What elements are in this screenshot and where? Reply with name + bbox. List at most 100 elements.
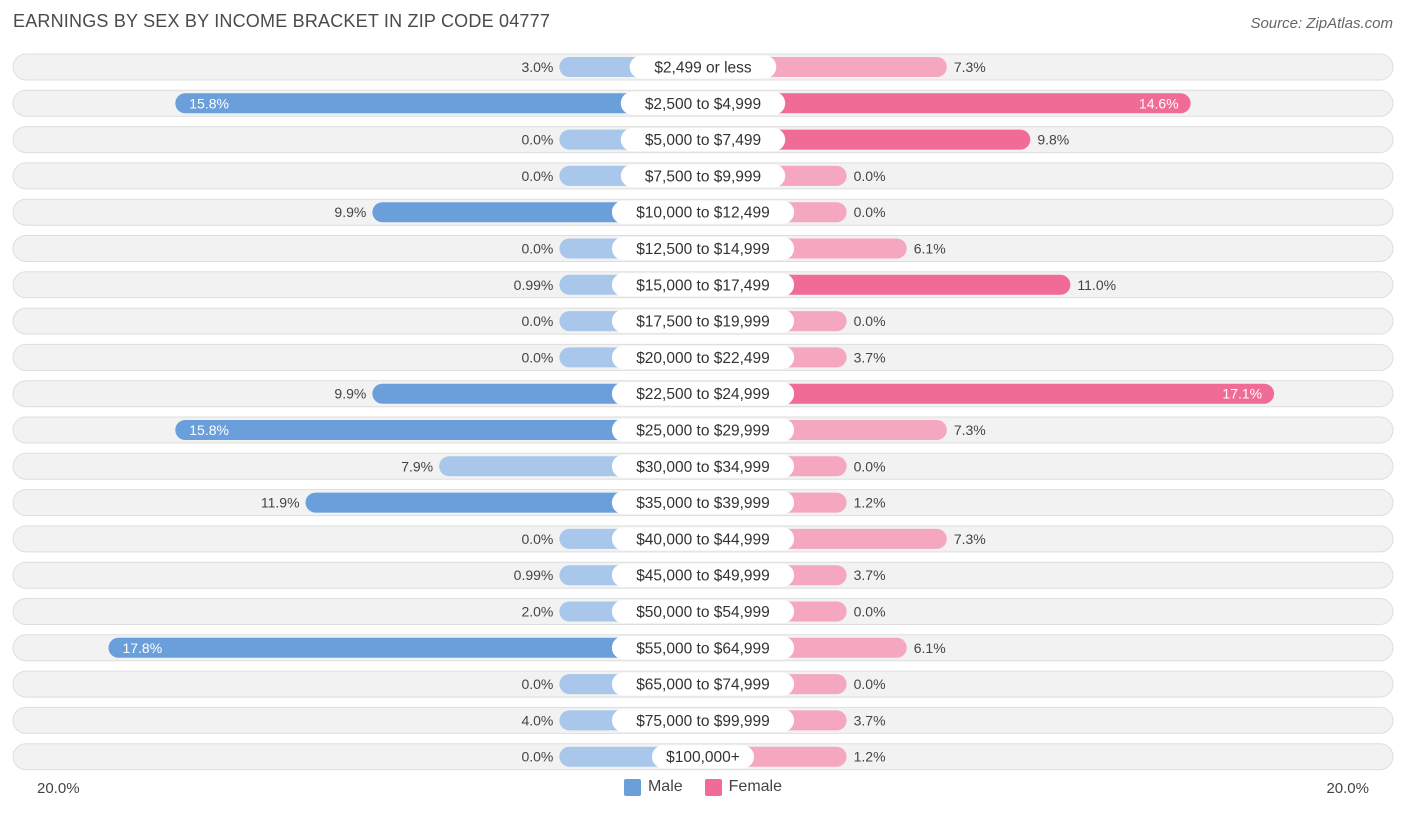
category-pill [611, 418, 795, 442]
legend-swatch-male [623, 778, 641, 796]
female-value-label: 0.0% [854, 676, 886, 692]
male-bar [175, 420, 703, 440]
legend-item-male[interactable]: Male [623, 778, 683, 796]
female-value-label: 0.0% [854, 604, 886, 620]
source-note: Source: ZipAtlas.com [1250, 15, 1393, 32]
male-value-label: 0.0% [521, 313, 553, 329]
category-label: $22,500 to $24,999 [636, 386, 770, 403]
female-bar [703, 129, 1031, 150]
category-pill [651, 745, 755, 769]
category-label: $55,000 to $64,999 [636, 640, 770, 657]
male-value-label: 0.99% [514, 567, 554, 583]
female-value-label: 0.0% [854, 204, 886, 220]
male-value-label: 0.0% [521, 749, 553, 765]
female-value-label: 3.7% [854, 712, 886, 728]
male-value-label: 0.0% [521, 531, 553, 547]
category-label: $7,500 to $9,999 [645, 168, 761, 185]
female-value-label: 0.0% [854, 313, 886, 329]
legend-swatch-female [704, 778, 722, 796]
female-value-label: 6.1% [914, 640, 946, 656]
axis-left-label: 20.0% [37, 780, 80, 797]
axis-right-label: 20.0% [1326, 780, 1369, 797]
category-label: $2,500 to $4,999 [645, 96, 761, 113]
male-value-label: 4.0% [521, 712, 553, 728]
category-pill [611, 563, 795, 587]
category-pill [611, 600, 795, 623]
female-value-label: 9.8% [1037, 132, 1069, 148]
male-value-label: 7.9% [401, 458, 433, 474]
male-value-label: 0.0% [521, 349, 553, 365]
category-label: $5,000 to $7,499 [645, 132, 761, 149]
male-value-label: 2.0% [521, 604, 553, 620]
male-value-label: 9.9% [334, 386, 366, 402]
female-value-label: 14.6% [1139, 95, 1179, 111]
male-value-label: 15.8% [189, 95, 229, 111]
male-value-label: 0.99% [514, 277, 554, 293]
female-value-label: 7.3% [954, 531, 986, 547]
male-bar [305, 492, 703, 513]
category-label: $40,000 to $44,999 [636, 531, 770, 548]
category-pill [611, 527, 795, 551]
female-value-label: 0.0% [854, 168, 886, 184]
category-pill [611, 708, 795, 732]
category-label: $30,000 to $34,999 [636, 459, 770, 476]
category-label: $75,000 to $99,999 [636, 713, 770, 730]
category-pill [629, 55, 777, 79]
category-label: $15,000 to $17,499 [636, 277, 770, 294]
male-value-label: 11.9% [261, 495, 300, 511]
female-value-label: 11.0% [1077, 277, 1116, 293]
category-label: $2,499 or less [654, 60, 752, 77]
female-bar [703, 93, 1191, 114]
category-label: $100,000+ [666, 749, 740, 766]
female-bar [703, 274, 1071, 295]
female-value-label: 0.0% [854, 458, 886, 474]
female-bar [703, 383, 1275, 404]
legend-item-female[interactable]: Female [704, 778, 783, 796]
category-label: $35,000 to $39,999 [636, 495, 770, 512]
category-label: $50,000 to $54,999 [636, 604, 770, 621]
female-value-label: 7.3% [954, 59, 986, 75]
male-bar [108, 637, 704, 658]
category-label: $45,000 to $49,999 [636, 568, 770, 585]
female-value-label: 3.7% [854, 567, 886, 583]
legend: Male Female [0, 778, 1406, 796]
male-value-label: 17.8% [122, 640, 162, 656]
male-value-label: 0.0% [521, 241, 553, 257]
category-pill [611, 672, 795, 696]
female-value-label: 1.2% [854, 749, 886, 765]
category-label: $12,500 to $14,999 [636, 241, 770, 258]
category-pill [611, 237, 795, 260]
male-value-label: 15.8% [189, 422, 229, 438]
male-value-label: 9.9% [334, 204, 366, 220]
female-value-label: 1.2% [854, 495, 886, 511]
category-pill [611, 345, 795, 369]
female-value-label: 7.3% [954, 422, 986, 438]
category-label: $25,000 to $29,999 [636, 423, 770, 440]
legend-label-female: Female [728, 778, 783, 795]
category-label: $17,500 to $19,999 [636, 314, 770, 331]
category-label: $65,000 to $74,999 [636, 677, 770, 694]
male-value-label: 0.0% [521, 132, 553, 148]
male-value-label: 3.0% [521, 59, 553, 75]
category-pill [611, 273, 795, 297]
chart-title: EARNINGS BY SEX BY INCOME BRACKET IN ZIP… [13, 11, 551, 31]
category-pill [620, 164, 786, 188]
category-pill [611, 454, 795, 478]
category-label: $20,000 to $22,499 [636, 350, 770, 367]
category-pill [611, 309, 795, 333]
category-label: $10,000 to $12,499 [636, 205, 770, 222]
category-pill [611, 382, 795, 406]
legend-label-male: Male [647, 778, 683, 795]
male-bar [175, 93, 703, 114]
male-value-label: 0.0% [521, 168, 553, 184]
category-pill [611, 491, 795, 515]
category-pill [611, 200, 795, 224]
category-pill [620, 91, 786, 115]
female-value-label: 17.1% [1222, 386, 1262, 402]
category-pill [611, 636, 795, 660]
female-value-label: 3.7% [854, 349, 886, 365]
female-value-label: 6.1% [914, 241, 946, 257]
male-value-label: 0.0% [521, 676, 553, 692]
category-pill [620, 128, 786, 152]
